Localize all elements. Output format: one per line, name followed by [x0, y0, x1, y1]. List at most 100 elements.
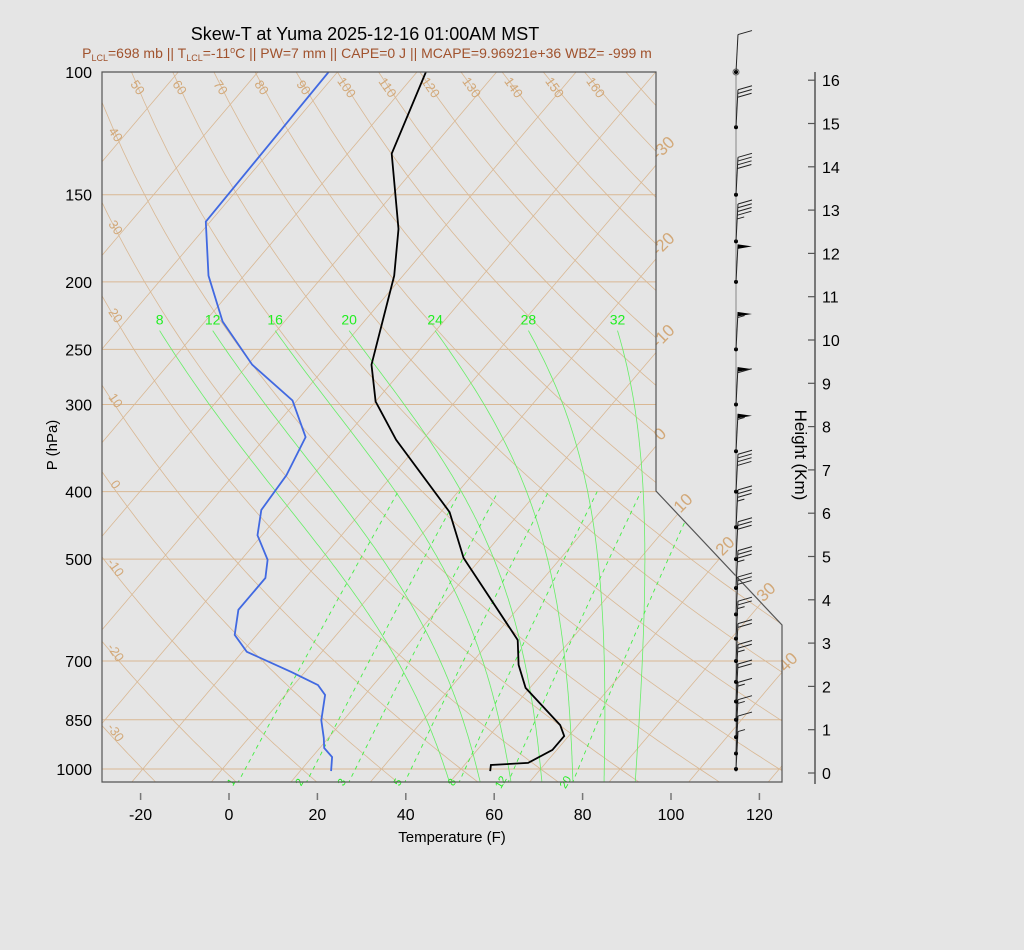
height-tick-label: 10	[822, 333, 840, 350]
dry-adiabat-line	[102, 72, 562, 782]
dry-adiabat-label: 80	[251, 77, 272, 97]
wind-barb-full	[737, 199, 753, 205]
isotherm-line	[102, 72, 418, 782]
dry-adiabat-label: 160	[583, 74, 608, 100]
wind-barb-full	[737, 600, 752, 606]
moist-adiabat-label: 28	[521, 312, 537, 328]
dry-adiabat-label: 0	[107, 477, 123, 492]
dry-adiabat-label: 40	[105, 124, 126, 144]
moist-adiabat-label: 24	[427, 312, 443, 328]
isotherm-line	[129, 72, 736, 782]
dry-adiabat-line	[0, 72, 77, 784]
moist-adiabat-line	[348, 330, 543, 782]
temperature-line	[370, 72, 566, 772]
wind-barb-flag	[737, 413, 752, 419]
wind-barb-staff	[735, 550, 739, 589]
isotherm-line	[289, 72, 782, 782]
wind-barb-full	[737, 203, 752, 209]
wind-barb-full	[737, 489, 752, 495]
dry-adiabat-label: 30	[105, 217, 126, 237]
wind-barb-half	[737, 683, 745, 687]
moist-adiabat-label: 20	[341, 312, 357, 328]
wind-barb-full	[737, 524, 752, 530]
isotherm-line	[0, 72, 19, 784]
wind-barb-staff	[735, 413, 739, 452]
height-tick-label: 6	[822, 506, 831, 523]
wind-barb-staff	[735, 623, 739, 662]
moist-adiabat-line	[212, 330, 481, 782]
isotherm-label: 20	[712, 533, 739, 560]
dry-adiabat-line	[172, 72, 782, 782]
moist-adiabat-line	[617, 330, 646, 782]
y-tick-label: 200	[65, 275, 92, 292]
moist-adiabat-label: 8	[156, 312, 164, 328]
dry-adiabat-line	[102, 72, 158, 782]
wind-barb-staff	[735, 89, 739, 128]
moist-adiabat-line	[274, 330, 512, 782]
height-tick-label: 12	[822, 246, 840, 263]
mixing-ratio-line	[305, 491, 461, 782]
isotherm-line	[102, 72, 179, 782]
isotherm-line	[686, 72, 782, 782]
wind-barb-staff	[735, 716, 739, 754]
wind-barb-staff	[735, 644, 739, 682]
wind-barb-staff	[735, 489, 739, 528]
height-tick-label: 16	[822, 73, 840, 90]
wind-barb-full	[737, 711, 753, 717]
dry-adiabat-line	[419, 72, 782, 782]
mixing-ratio-line	[403, 491, 549, 782]
dry-adiabat-line	[102, 72, 642, 782]
wind-barb-full	[737, 210, 752, 216]
wind-barb-full	[737, 517, 753, 523]
height-axis-label: Height (Km)	[791, 410, 810, 501]
mixing-ratio-line	[507, 491, 642, 782]
height-tick-label: 8	[822, 420, 831, 437]
dry-adiabat-line	[131, 72, 782, 782]
wind-barb-full	[737, 156, 752, 162]
dry-adiabat-line	[378, 72, 782, 782]
x-tick-label: -20	[129, 807, 152, 824]
wind-barb-full	[737, 549, 752, 555]
dry-adiabat-line	[102, 72, 400, 782]
mixing-ratio-line	[457, 491, 598, 782]
y-tick-label: 1000	[56, 762, 92, 779]
isotherm-line	[368, 72, 782, 782]
wind-barb-full	[737, 572, 753, 578]
wind-barb-half	[737, 416, 745, 420]
isotherm-line	[448, 72, 782, 782]
wind-barb-full	[737, 460, 752, 466]
dry-adiabat-label: 60	[169, 77, 190, 97]
height-tick-label: 13	[822, 203, 840, 220]
wind-barb-full	[737, 485, 753, 491]
isotherm-label: 40	[775, 649, 802, 676]
isotherm-line	[102, 72, 577, 782]
isotherm-label: -20	[648, 229, 679, 260]
mixing-ratio-line	[347, 491, 499, 782]
y-tick-label: 700	[65, 654, 92, 671]
isotherm-label: 10	[670, 490, 697, 517]
wind-barbs	[732, 30, 753, 772]
wind-barb-full	[737, 677, 753, 683]
dry-adiabat-line	[748, 72, 782, 782]
wind-barb-half	[737, 498, 745, 502]
dry-adiabat-line	[501, 72, 782, 782]
x-tick-label: 20	[309, 807, 327, 824]
y-axis-label: P (hPa)	[44, 420, 61, 471]
background-lines	[0, 72, 782, 784]
x-tick-label: 100	[658, 807, 685, 824]
dry-adiabat-label: 50	[127, 77, 148, 97]
wind-barb-full	[737, 30, 753, 36]
x-tick-label: 0	[225, 807, 234, 824]
x-tick-label: 120	[746, 807, 773, 824]
dry-adiabat-line	[542, 72, 782, 782]
x-tick-label: 80	[574, 807, 592, 824]
dry-adiabat-line	[666, 72, 782, 782]
wind-barb-flag	[737, 311, 752, 317]
dry-adiabat-label: 20	[105, 305, 126, 325]
wind-barb-full	[737, 85, 753, 91]
moist-adiabat-line	[159, 330, 451, 782]
dry-adiabat-line	[254, 72, 782, 782]
wind-barb-full	[737, 449, 753, 455]
wind-barb-full	[737, 546, 753, 552]
